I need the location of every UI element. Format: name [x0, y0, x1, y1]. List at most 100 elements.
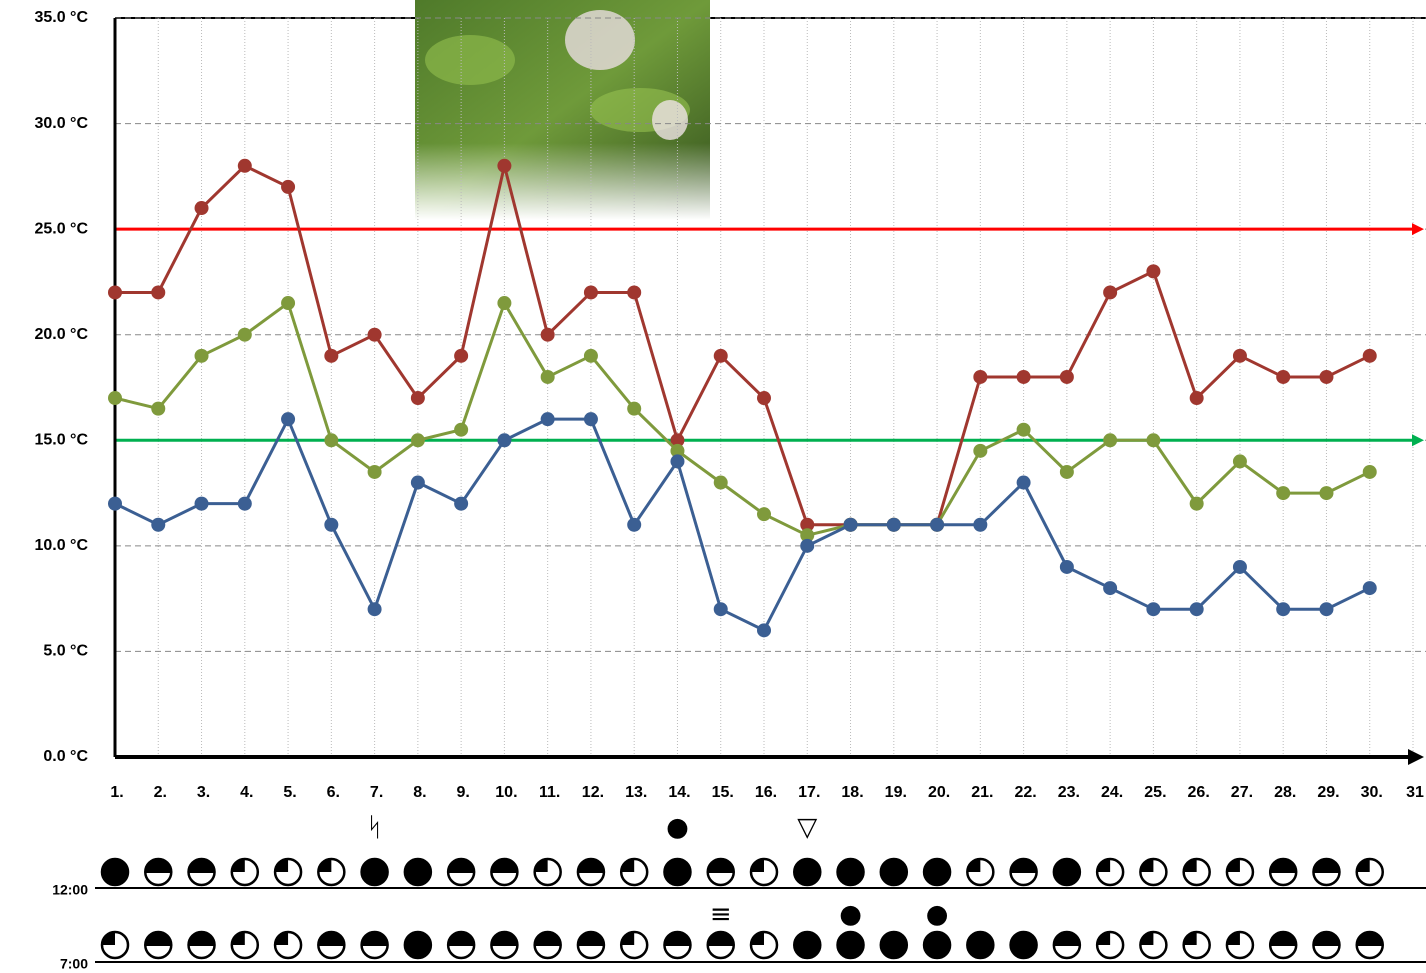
cloud-cover	[794, 859, 820, 885]
data-point	[281, 296, 295, 310]
cover-fill	[924, 932, 950, 958]
x-tick-label: 21.	[971, 784, 993, 801]
cloud-cover	[189, 932, 215, 958]
cloud-cover	[1011, 932, 1037, 958]
cover-fill	[1313, 932, 1339, 945]
cloud-cover	[535, 859, 561, 885]
x-tick-label: 13.	[625, 784, 647, 801]
x-tick-label: 27.	[1231, 784, 1253, 801]
data-point	[930, 518, 944, 532]
y-tick-label: 25.0 °C	[34, 220, 88, 237]
data-point	[411, 391, 425, 405]
x-tick-label: 31	[1406, 784, 1424, 801]
data-point	[454, 497, 468, 511]
data-point	[1276, 486, 1290, 500]
cover-fill	[967, 859, 980, 872]
cloud-cover	[275, 932, 301, 958]
y-tick-label: 0.0 °C	[43, 748, 88, 765]
cloud-cover	[967, 859, 993, 885]
cloud-cover	[751, 932, 777, 958]
series-line	[115, 303, 1370, 535]
cover-fill	[491, 932, 517, 945]
cloud-cover	[102, 932, 128, 958]
cloud-cover	[664, 932, 690, 958]
data-point	[151, 518, 165, 532]
x-tick-label: 11.	[539, 784, 560, 801]
cover-fill	[448, 932, 474, 945]
y-tick-label: 10.0 °C	[34, 537, 88, 554]
cover-fill	[1097, 859, 1110, 872]
cover-fill	[751, 932, 764, 945]
y-tick-label: 15.0 °C	[34, 432, 88, 449]
cover-fill	[405, 859, 431, 885]
cover-fill	[491, 859, 517, 872]
x-tick-label: 1.	[110, 784, 123, 801]
cloud-cover	[535, 932, 561, 958]
data-point	[151, 402, 165, 416]
data-point	[1103, 433, 1117, 447]
cloud-cover	[1313, 859, 1339, 885]
x-tick-label: 30.	[1361, 784, 1383, 801]
cover-fill	[1227, 932, 1240, 945]
data-point	[800, 539, 814, 553]
x-tick-label: 5.	[283, 784, 296, 801]
cloud-cover	[621, 932, 647, 958]
data-point	[1190, 497, 1204, 511]
cover-fill	[621, 932, 634, 945]
cloud-cover	[1184, 859, 1210, 885]
data-point	[497, 433, 511, 447]
y-tick-label: 5.0 °C	[43, 643, 88, 660]
data-point	[1233, 454, 1247, 468]
cloud-cover	[362, 932, 388, 958]
x-tick-label: 8.	[413, 784, 426, 801]
x-tick-label: 22.	[1014, 784, 1036, 801]
cloud-cover	[275, 859, 301, 885]
weather-symbol: ᛋ	[367, 813, 383, 843]
cover-fill	[1054, 859, 1080, 885]
cover-fill	[924, 859, 950, 885]
x-tick-label: 16.	[755, 784, 777, 801]
cover-fill	[664, 859, 690, 885]
data-point	[973, 518, 987, 532]
cloud-cover	[1357, 932, 1383, 958]
cover-fill	[189, 932, 215, 945]
x-axis-arrow	[1408, 749, 1424, 765]
cloud-cover	[1313, 932, 1339, 958]
data-point	[1363, 581, 1377, 595]
cover-fill	[751, 859, 764, 872]
data-point	[1146, 264, 1160, 278]
x-tick-label: 12.	[582, 784, 604, 801]
x-tick-label: 24.	[1101, 784, 1123, 801]
cover-fill	[1184, 932, 1197, 945]
cover-fill	[535, 932, 561, 945]
cloud-cover	[578, 859, 604, 885]
x-tick-label: 15.	[712, 784, 734, 801]
data-point	[324, 433, 338, 447]
x-tick-label: 10.	[495, 784, 517, 801]
x-tick-label: 28.	[1274, 784, 1296, 801]
data-point	[1017, 423, 1031, 437]
x-tick-label: 14.	[668, 784, 690, 801]
cloud-cover	[318, 932, 344, 958]
data-point	[627, 285, 641, 299]
data-point	[541, 328, 555, 342]
cloud-cover	[1054, 932, 1080, 958]
data-point	[195, 497, 209, 511]
cover-fill	[578, 859, 604, 872]
data-point	[1319, 602, 1333, 616]
data-point	[1103, 581, 1117, 595]
x-tick-label: 26.	[1188, 784, 1210, 801]
data-point	[151, 285, 165, 299]
cloud-cover	[578, 932, 604, 958]
cover-fill	[881, 932, 907, 958]
data-point	[1190, 391, 1204, 405]
data-point	[714, 602, 728, 616]
data-point	[1060, 370, 1074, 384]
cloud-cover	[448, 859, 474, 885]
data-point	[757, 623, 771, 637]
data-point	[1276, 602, 1290, 616]
data-point	[1060, 560, 1074, 574]
data-point	[454, 423, 468, 437]
x-tick-label: 20.	[928, 784, 950, 801]
cloud-cover	[1097, 932, 1123, 958]
